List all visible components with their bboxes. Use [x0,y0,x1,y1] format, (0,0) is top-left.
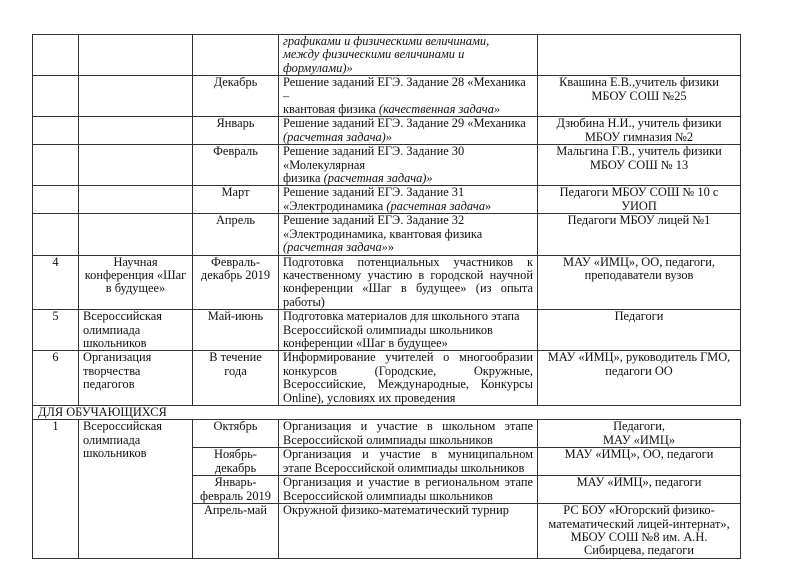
activity-name [78,75,193,118]
activity-name [78,116,193,146]
responsible: РС БОУ «Югорский физико-математический л… [537,503,741,559]
responsible: МАУ «ИМЦ», руководитель ГМО, педагоги ОО [537,350,741,406]
table-row: 5 Всероссийская олимпиада школьников Май-и… [32,309,741,352]
activity-name [78,185,193,215]
activity-name: Всероссийская олимпиада школьников [78,419,193,559]
activity-text: » [387,240,395,255]
activity-description: Подготовка материалов для школьного этап… [278,309,538,352]
activity-text: Подготовка потенциальных участников к ка… [283,255,533,309]
responsible: Дзюбина Н.И., учитель физики МБОУ гимназ… [537,116,741,146]
responsible: Педагоги МБОУ СОШ № 10 с УИОП [537,185,741,215]
activity-text: Информирование учителей о многообразии к… [283,350,533,405]
activity-description: Решение заданий ЕГЭ. Задание 30 «Молекул… [278,144,538,187]
period: Март [192,185,279,215]
row-number [32,144,79,187]
period: Октябрь [192,419,279,449]
activity-text: (расчетная задача [386,198,486,213]
activity-text: Решение заданий ЕГЭ. Задание 28 «Механик… [283,75,526,117]
table-row: Март Решение заданий ЕГЭ. Задание 31 «Эле… [32,185,741,215]
period: Февраль [192,144,279,187]
activity-text: Решение заданий ЕГЭ. Задание 32 «Электро… [283,213,483,241]
period: Ноябрь- декабрь [192,447,279,477]
period: Декабрь [192,75,279,118]
period: Январь- февраль 2019 [192,475,279,505]
activity-text: » [485,198,492,213]
activity-text: (расчетная задача)» [283,129,393,144]
row-number [32,185,79,215]
section-title: ДЛЯ ОБУЧАЮЩИХСЯ [32,404,741,421]
table-row: Декабрь Решение заданий ЕГЭ. Задание 28 «… [32,75,741,118]
activity-text: (расчетная задача» [283,240,388,255]
activity-name: Организация творчества педагогов [78,350,193,406]
period: Январь [192,116,279,146]
period: Апрель-май [192,503,279,559]
activity-name [78,33,193,77]
activity-description: Организация и участие в муниципальном эт… [278,447,538,477]
activity-name: Научная конференция «Шаг в будущее» [78,254,193,311]
period: Май-июнь [192,309,279,352]
row-number [32,116,79,146]
responsible: Квашина Е.В.,учитель физики МБОУ СОШ №25 [537,75,741,118]
activity-text: Подготовка материалов для школьного этап… [283,309,520,350]
row-number [32,75,79,118]
activity-description: Организация и участие в региональном эта… [278,475,538,505]
table-row: Апрель Решение заданий ЕГЭ. Задание 32 «Э… [32,213,741,256]
activity-text: Решение заданий ЕГЭ. Задание 31 «Электро… [283,185,465,213]
activity-text: графиками и физическими величинами, межд… [283,34,490,75]
activity-text: (расчетная задача)» [323,171,433,186]
row-number [32,213,79,256]
activity-description: графиками и физическими величинами, межд… [278,33,538,77]
row-number: 4 [32,254,79,311]
responsible [537,33,741,77]
activity-description: Организация и участие в школьном этапе В… [278,419,538,449]
activity-name [78,213,193,256]
row-number [32,33,79,77]
period: Февраль- декабрь 2019 [192,254,279,311]
plan-table: графиками и физическими величинами, межд… [32,33,741,559]
activity-description: Информирование учителей о многообразии к… [278,350,538,406]
responsible: Педагоги МБОУ лицей №1 [537,213,741,256]
responsible: Педагоги [537,309,741,352]
table-row: Январь- февраль 2019 Организация и участи… [33,475,741,505]
table-row: 4 Научная конференция «Шаг в будущее» Февр… [32,254,741,311]
row-number: 6 [32,350,79,406]
table-row: 6 Организация творчества педагогов В течен… [32,350,741,406]
section-row: ДЛЯ ОБУЧАЮЩИХСЯ [32,404,741,421]
period [192,33,279,77]
activity-description: Решение заданий ЕГЭ. Задание 31 «Электро… [278,185,538,215]
activity-description: Решение заданий ЕГЭ. Задание 32 «Электро… [278,213,538,256]
responsible: Педагоги, МАУ «ИМЦ» [537,419,741,449]
activity-name: Всероссийская олимпиада школьников [78,309,193,352]
table-row: Апрель-май Окружной физико-математический… [33,503,741,559]
row-number: 1 [32,419,79,559]
responsible: Мальгина Г.В., учитель физики МБОУ СОШ №… [537,144,741,187]
table-row: Январь Решение заданий ЕГЭ. Задание 29 «М… [32,116,741,146]
activity-description: Решение заданий ЕГЭ. Задание 28 «Механик… [278,75,538,118]
responsible: МАУ «ИМЦ», ОО, педагоги, преподаватели в… [537,254,741,311]
period: В течение года [192,350,279,406]
responsible: МАУ «ИМЦ», педагоги [537,475,741,505]
activity-text: Решение заданий ЕГЭ. Задание 29 «Механик… [283,116,526,131]
activity-name [78,144,193,187]
table-row: Ноябрь- декабрь Организация и участие в м… [33,447,741,477]
responsible: МАУ «ИМЦ», ОО, педагоги [537,447,741,477]
activity-description: Окружной физико-математический турнир [278,503,538,559]
activity-text: (качественная задача» [378,102,501,117]
activity-text: Решение заданий ЕГЭ. Задание 30 «Молекул… [283,144,465,186]
row-number: 5 [32,309,79,352]
table-row: 1 Всероссийская олимпиада школьников Октяб… [32,419,741,559]
activity-description: Решение заданий ЕГЭ. Задание 29 «Механик… [278,116,538,146]
period: Апрель [192,213,279,256]
table-row: графиками и физическими величинами, межд… [32,33,741,77]
table-row: Февраль Решение заданий ЕГЭ. Задание 30 «… [32,144,741,187]
activity-description: Подготовка потенциальных участников к ка… [278,254,538,311]
